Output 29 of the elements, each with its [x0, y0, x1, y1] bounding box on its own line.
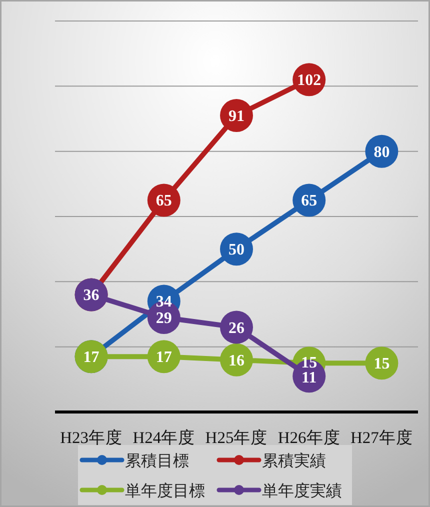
data-label: 65 — [301, 192, 318, 210]
data-label: 26 — [228, 320, 244, 337]
data-label: 36 — [83, 287, 100, 304]
data-label: 15 — [374, 356, 390, 373]
data-label: 17 — [156, 349, 172, 366]
data-label: 65 — [156, 192, 172, 210]
data-label: 91 — [228, 108, 244, 125]
legend-label: 単年度目標 — [125, 482, 205, 500]
x-tick-label: H25年度 — [205, 428, 268, 447]
legend-label: 累積実績 — [262, 452, 326, 470]
legend-単年度目標: 単年度目標 — [80, 483, 205, 500]
x-tick-label: H23年度 — [60, 428, 123, 447]
data-label: 80 — [374, 144, 390, 161]
legend-累積実績: 累積実績 — [216, 453, 326, 470]
x-tick-label: H26年度 — [278, 428, 340, 447]
data-label: 29 — [156, 310, 172, 328]
data-label: 11 — [302, 370, 317, 387]
x-tick-label: H27年度 — [350, 428, 413, 447]
data-label: 102 — [297, 72, 322, 90]
legend-label: 単年度実績 — [262, 482, 342, 500]
legend-label: 累積目標 — [125, 452, 189, 470]
legend-単年度実績: 単年度実績 — [216, 483, 342, 500]
data-label: 15 — [301, 354, 318, 372]
data-label: 17 — [83, 349, 100, 366]
legend-累積目標: 累積目標 — [80, 453, 189, 470]
data-label: 16 — [228, 352, 244, 370]
data-label: 34 — [156, 294, 172, 311]
data-label: 50 — [228, 242, 244, 259]
x-tick-label: H24年度 — [132, 428, 196, 447]
